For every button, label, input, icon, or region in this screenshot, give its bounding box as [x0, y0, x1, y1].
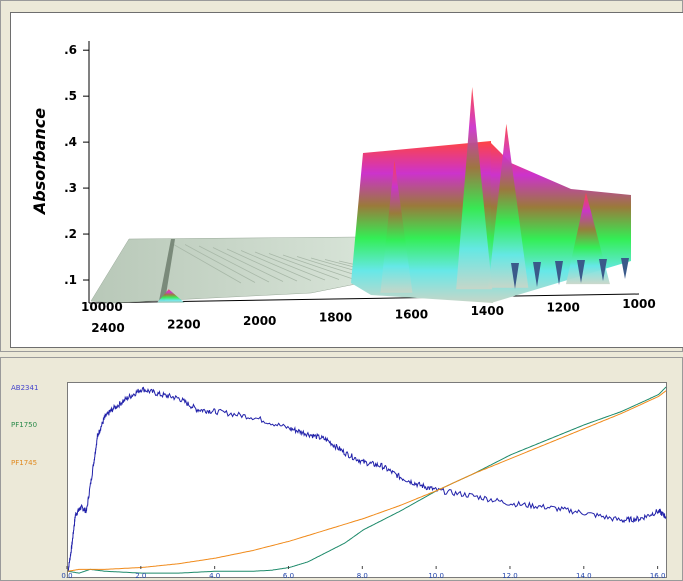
x-tick-label: 4.0: [209, 572, 220, 580]
y-tick-label: .1: [64, 273, 77, 287]
surface-peak: [488, 123, 529, 288]
x-tick-label: 2200: [167, 318, 200, 332]
x-tick-label: 8.0: [357, 572, 368, 580]
y-tick-label: .3: [64, 181, 77, 195]
surface-ridge: [198, 245, 270, 283]
series-line-ab2341: [67, 386, 667, 572]
surface-ridge: [254, 251, 326, 281]
surface-ridge: [282, 254, 354, 280]
surface-ridge: [240, 250, 312, 281]
x-tick-label: 10.0: [428, 572, 444, 580]
surface-valley: [555, 261, 563, 285]
legend-pf1750[interactable]: PF1750: [11, 421, 38, 429]
x-tick-label: 2400: [91, 321, 124, 335]
x-back-label: 10000: [81, 300, 123, 314]
surface-ridge: [170, 242, 242, 284]
surface-valley: [533, 262, 541, 287]
series-line-pf1745: [68, 390, 667, 572]
y-tick-label: .2: [64, 227, 77, 241]
series-line-pf1750: [67, 386, 667, 574]
x-tick-label: 6.0: [283, 572, 294, 580]
surface-valley: [599, 259, 607, 281]
trend-line-chart: [67, 386, 667, 574]
surface-peak: [456, 86, 493, 290]
trend-x-axis: 0.0 2.0 4.0 6.0 8.0 10.0 12.0 14.0 16.0: [61, 566, 666, 580]
x-tick-label: 1600: [395, 307, 428, 321]
x-tick-label: 12.0: [502, 572, 518, 580]
surface-ridge: [212, 247, 284, 282]
trend-plot[interactable]: [67, 382, 667, 578]
surface-peak: [565, 192, 610, 285]
x-tick-label: 0.0: [61, 572, 72, 580]
legend-ab2341[interactable]: AB2341: [11, 384, 39, 392]
x-tick-label: 16.0: [650, 572, 666, 580]
surface-peak: [156, 289, 185, 303]
x-tick-label: 1400: [471, 304, 504, 318]
x-tick-label: 1000: [622, 297, 655, 311]
surface-ridge: [226, 248, 298, 282]
surface-valley: [577, 260, 585, 283]
surface-valley: [621, 258, 629, 279]
surface-peak: [380, 160, 413, 293]
spectral-3d-panel: .1 .2 .3 .4 .5 .6 Absorbance 1000 1200 1400 1600 18…: [0, 0, 683, 352]
y-axis-label: Absorbance: [30, 108, 49, 216]
trend-panel: AB2341 PF1750 PF1745 0.0 2.0 4.0 6.0 8.0 10.0…: [0, 357, 683, 581]
x-tick-label: 1800: [319, 311, 352, 325]
surface-base: [90, 236, 372, 304]
x-tick-label: 2.0: [135, 572, 146, 580]
surface-band: [159, 239, 175, 301]
x-tick-label: 2000: [243, 314, 276, 328]
surface-ridge: [268, 253, 340, 280]
surface-ridge: [184, 244, 256, 283]
y-tick-label: .4: [64, 135, 77, 149]
legend-pf1745[interactable]: PF1745: [11, 459, 38, 467]
y-tick-label: .6: [64, 43, 77, 57]
x-tick-label: 14.0: [576, 572, 592, 580]
x-tick-label: 1200: [546, 300, 579, 314]
spectral-3d-chart: .1 .2 .3 .4 .5 .6 Absorbance 1000 1200 1400 1600 18…: [30, 41, 656, 335]
surface-valley: [511, 263, 519, 289]
y-tick-label: .5: [64, 89, 77, 103]
spectral-3d-plot[interactable]: .1 .2 .3 .4 .5 .6 Absorbance 1000 1200 1400 1600 18…: [10, 12, 683, 348]
